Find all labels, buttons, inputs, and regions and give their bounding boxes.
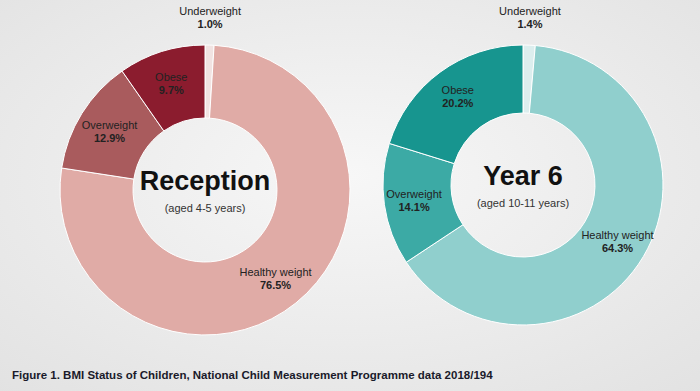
slice [60, 45, 350, 335]
slices [383, 45, 663, 325]
slice-label: Overweight [82, 119, 138, 131]
slice-value: 1.4% [517, 18, 542, 30]
slice-value: 14.1% [398, 201, 429, 213]
slice [389, 45, 523, 164]
chart-subtitle: (aged 4-5 years) [165, 202, 246, 214]
slice-value: 20.2% [442, 97, 473, 109]
chart-title: Reception [140, 166, 271, 196]
donut-chart: Year 6 (aged 10-11 years) Underweight1.4% H… [383, 5, 663, 325]
slice-label: Obese [155, 71, 187, 83]
slice-value: 12.9% [94, 132, 125, 144]
data-labels: Underweight1.4% Healthy weight64.3% Overwe… [386, 5, 653, 254]
slice-value: 9.7% [159, 84, 184, 96]
slice-label: Obese [442, 84, 474, 96]
data-labels: Underweight1.0% Healthy weight76.5% Overwe… [82, 5, 312, 291]
background [0, 0, 700, 391]
slice-label: Healthy weight [581, 229, 653, 241]
figure: Reception(aged 4-5 years)Underweight1.0%… [0, 0, 700, 391]
slice-label: Underweight [179, 5, 241, 17]
slice-value: 1.0% [198, 18, 223, 30]
slice-label: Underweight [499, 5, 561, 17]
slice-value: 64.3% [602, 242, 633, 254]
donut-chart: Reception(aged 4-5 years)Underweight1.0%… [60, 5, 350, 335]
slice-label: Overweight [386, 188, 442, 200]
chart-subtitle: (aged 10-11 years) [477, 197, 569, 209]
slice-value: 76.5% [260, 279, 291, 291]
slices [60, 45, 350, 335]
caption: Figure 1. BMI Status of Children, Nation… [12, 369, 493, 381]
chart-title: Year 6 [483, 161, 563, 191]
slice-label: Healthy weight [239, 266, 311, 278]
